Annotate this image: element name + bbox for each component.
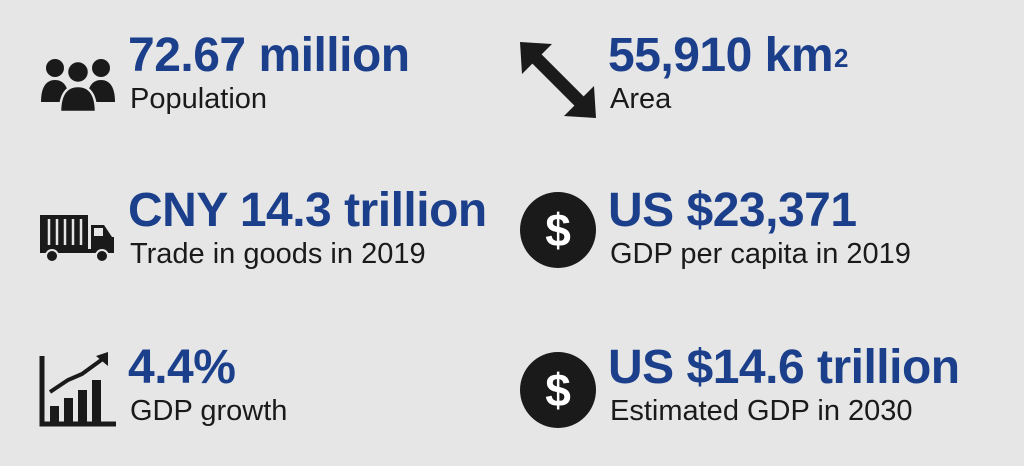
estimated-gdp-value: US $14.6 trillion	[608, 341, 960, 394]
gdp-growth-value: 4.4%	[128, 341, 236, 394]
dollar-coin-icon: $	[518, 190, 598, 270]
estimated-gdp-label: Estimated GDP in 2030	[610, 395, 913, 427]
trade-value: CNY 14.3 trillion	[128, 184, 487, 237]
svg-text:$: $	[545, 204, 571, 256]
stat-population: 72.67 million Population	[38, 30, 498, 120]
stat-area: 55,910 km2 Area	[518, 30, 978, 120]
people-icon	[38, 40, 118, 120]
gdp-per-capita-label: GDP per capita in 2019	[610, 238, 911, 270]
stat-estimated-gdp: $ US $14.6 trillion Estimated GDP in 203…	[518, 342, 978, 432]
trade-label: Trade in goods in 2019	[130, 238, 426, 270]
area-value: 55,910 km2	[608, 29, 848, 82]
growth-chart-icon	[38, 348, 118, 428]
svg-text:$: $	[545, 364, 571, 416]
gdp-per-capita-value: US $23,371	[608, 184, 857, 237]
population-label: Population	[130, 83, 268, 115]
population-value: 72.67 million	[128, 29, 410, 82]
stat-gdp-growth: 4.4% GDP growth	[38, 342, 498, 432]
gdp-growth-label: GDP growth	[130, 395, 288, 427]
area-unit-superscript: 2	[834, 43, 848, 73]
diagonal-double-arrow-icon	[518, 40, 598, 120]
truck-icon	[38, 193, 118, 273]
dollar-coin-icon: $	[518, 350, 598, 430]
stat-gdp-per-capita: $ US $23,371 GDP per capita in 2019	[518, 185, 978, 275]
area-label: Area	[610, 83, 672, 115]
stat-trade: CNY 14.3 trillion Trade in goods in 2019	[38, 185, 498, 275]
